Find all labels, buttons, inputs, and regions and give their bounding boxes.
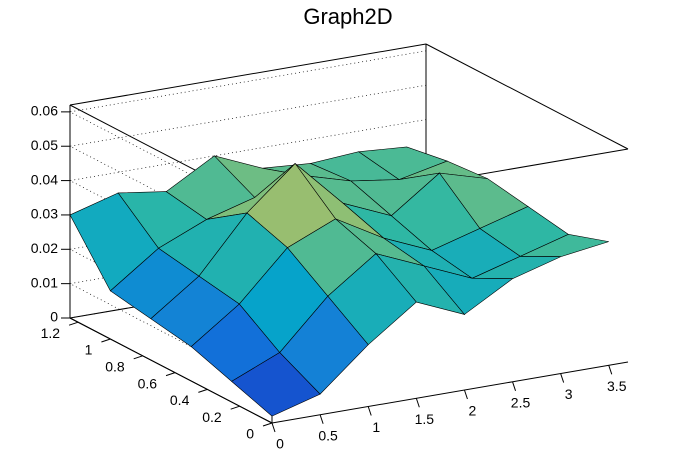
- y-tick-label: 1.2: [41, 325, 61, 341]
- grid-line: [68, 119, 427, 286]
- x-tick-label: 2.5: [511, 394, 531, 410]
- x-tick: [319, 414, 324, 424]
- x-axis: [271, 361, 629, 424]
- x-tick-label: 3: [565, 386, 573, 402]
- y-tick-label: 0.2: [202, 409, 222, 425]
- x-tick: [415, 398, 420, 408]
- x-tick: [367, 406, 372, 416]
- y-tick: [230, 405, 240, 410]
- y-tick-label: 0.8: [105, 359, 125, 375]
- y-tick: [68, 321, 79, 326]
- z-tick-label: 0.01: [31, 274, 58, 290]
- x-tick-label: 1.5: [415, 411, 435, 427]
- x-tick-label: 0.5: [318, 427, 338, 443]
- x-tick: [271, 422, 276, 433]
- grid-line: [68, 84, 427, 252]
- grid-line: [68, 50, 427, 218]
- y-tick: [165, 372, 176, 377]
- x-tick: [463, 389, 468, 400]
- z-tick-label: 0.04: [31, 171, 58, 187]
- z-tick-label: 0.03: [31, 206, 58, 222]
- y-tick-label: 0.6: [138, 375, 158, 391]
- z-tick-label: 0.05: [31, 137, 58, 153]
- z-tick-label: 0.06: [31, 103, 58, 119]
- y-tick: [262, 422, 273, 427]
- x-tick: [560, 373, 565, 383]
- y-tick: [133, 355, 143, 360]
- x-tick: [608, 365, 613, 375]
- y-tick-label: 0: [246, 426, 254, 442]
- y-tick-label: 1: [85, 342, 93, 358]
- y-axis: [69, 317, 273, 424]
- chart-title: Graph2D: [303, 4, 392, 29]
- box-edge: [69, 43, 427, 106]
- y-tick: [101, 338, 111, 343]
- z-tick-label: 0.02: [31, 240, 58, 256]
- x-tick-label: 2: [469, 403, 477, 419]
- x-tick: [512, 381, 517, 391]
- y-tick-label: 0.4: [170, 392, 190, 408]
- y-tick: [198, 388, 208, 393]
- x-tick-label: 3.5: [607, 378, 627, 394]
- surface-cell: [231, 352, 321, 417]
- box-edge: [425, 43, 629, 150]
- z-tick-label: 0: [50, 309, 58, 325]
- x-tick-label: 0: [276, 436, 284, 452]
- x-tick-label: 1: [372, 419, 380, 435]
